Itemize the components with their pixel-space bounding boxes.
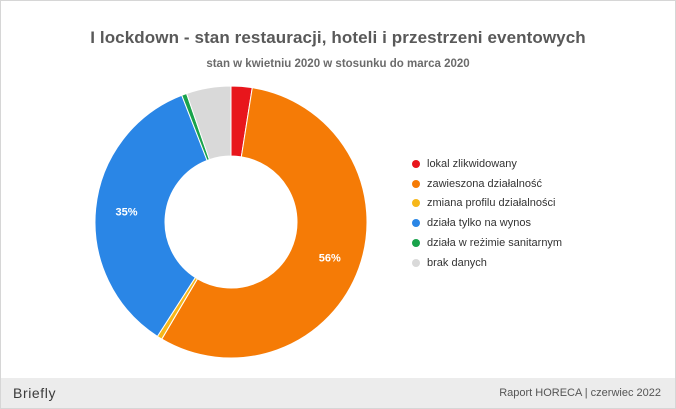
legend-color-dot [412,219,420,228]
chart-legend: lokal zlikwidowany zawieszona działalność… [412,154,562,273]
legend-color-dot [412,179,420,188]
legend-item-dziala-w-rezimie-sanitarnym: działa w reżimie sanitarnym [412,233,562,253]
slice-zawieszona-dzialalnosc [161,87,368,359]
legend-color-dot [412,159,420,168]
slice-dziala-tylko-na-wynos [94,94,208,338]
legend-label: działa w reżimie sanitarnym [427,237,563,250]
legend-item-dziala-tylko-na-wynos: działa tylko na wynos [412,213,562,233]
legend-label: zawieszona działalność [427,177,542,190]
legend-color-dot [412,258,420,267]
legend-item-lokal-zlikwidowany: lokal zlikwidowany [412,154,562,174]
legend-color-dot [412,199,420,208]
legend-item-brak-danych: brak danych [412,253,562,273]
report-caption: Raport HORECA | czerwiec 2022 [499,387,661,399]
legend-label: lokal zlikwidowany [427,157,517,170]
legend-label: zmiana profilu działalności [427,197,556,210]
footer-bar: Briefly Raport HORECA | czerwiec 2022 [1,378,675,408]
legend-label: brak danych [427,256,487,269]
data-label-dziala-tylko-na-wynos: 35% [116,206,138,218]
chart-subtitle: stan w kwietniu 2020 w stosunku do marca… [206,58,470,70]
slice-brak-danych [185,85,232,161]
legend-item-zawieszona-dzialalnosc: zawieszona działalność [412,174,562,194]
legend-color-dot [412,239,420,248]
brand-logo-text: Briefly [13,385,57,401]
data-label-zawieszona-dzialalnosc: 56% [319,253,341,265]
legend-item-zmiana-profilu-dzialalnosci: zmiana profilu działalności [412,194,562,214]
chart-title: I lockdown - stan restauracji, hoteli i … [90,28,586,47]
legend-label: działa tylko na wynos [427,217,531,230]
